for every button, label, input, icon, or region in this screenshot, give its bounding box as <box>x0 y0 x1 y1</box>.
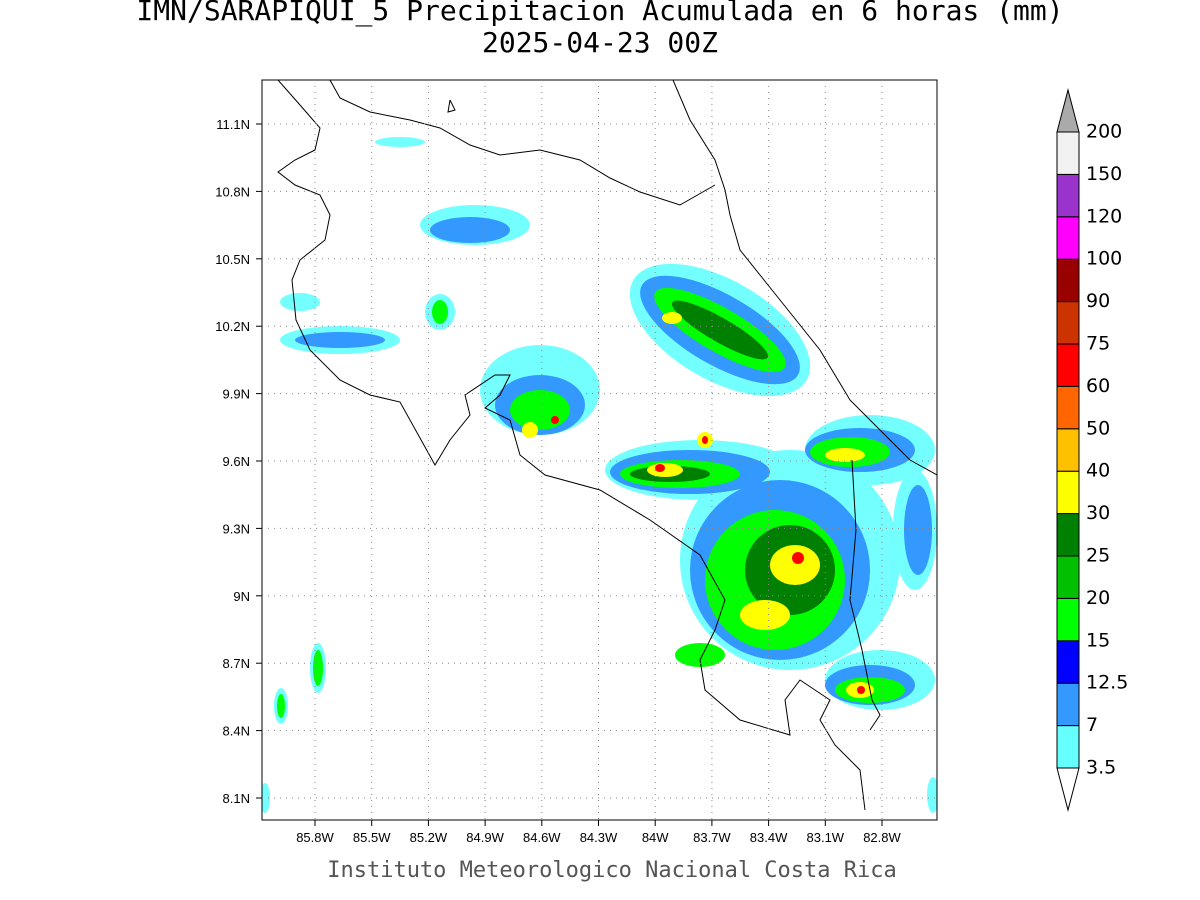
colorbar-bin <box>1056 428 1080 472</box>
precipitation-field <box>262 137 937 813</box>
colorbar-label: 90 <box>1086 290 1110 312</box>
colorbar-label: 30 <box>1086 502 1110 524</box>
lat-label: 9.9N <box>223 387 250 402</box>
lat-label: 10.8N <box>215 184 250 199</box>
colorbar-bin <box>1056 385 1080 430</box>
colorbar-label: 7 <box>1086 714 1098 736</box>
title: IMN/SARAPIQUI_5 Precipitacion Acumulada … <box>136 0 1063 28</box>
colorbar-bin <box>1056 470 1080 515</box>
colorbar-bin <box>1056 682 1080 727</box>
colorbar-bin <box>1056 513 1080 557</box>
colorbar-bin <box>1056 640 1080 684</box>
colorbar-label: 50 <box>1086 417 1110 439</box>
lat-label: 8.7N <box>223 656 250 671</box>
colorbar-label: 3.5 <box>1086 757 1116 779</box>
colorbar-over <box>1056 88 1080 133</box>
colorbar-bin <box>1056 258 1080 303</box>
colorbar-label: 15 <box>1086 629 1110 651</box>
lat-label: 9N <box>233 589 250 604</box>
colorbar-label: 75 <box>1086 333 1110 355</box>
colorbar-bin <box>1056 343 1080 387</box>
colorbar-bin <box>1056 555 1080 599</box>
colorbar-under <box>1056 767 1080 812</box>
lon-label: 83.7W <box>693 830 731 845</box>
colorbar-bin <box>1056 131 1080 175</box>
colorbar-label: 100 <box>1086 248 1122 270</box>
lon-label: 85.5W <box>353 830 391 845</box>
colorbar-label: 150 <box>1086 163 1122 185</box>
colorbar-bin <box>1056 301 1080 345</box>
lon-label: 84.6W <box>523 830 561 845</box>
colorbar-label: 120 <box>1086 205 1122 227</box>
lat-label: 10.2N <box>215 319 250 334</box>
colorbar-label: 12.5 <box>1086 672 1128 694</box>
lon-label: 85.2W <box>410 830 448 845</box>
footer: Instituto Meteorologico Nacional Costa R… <box>327 858 897 883</box>
colorbar-bin <box>1056 216 1080 260</box>
colorbar-bin <box>1056 725 1080 769</box>
lon-label: 84.3W <box>580 830 618 845</box>
lat-label: 11.1N <box>216 117 250 132</box>
colorbar-label: 200 <box>1086 121 1122 143</box>
coastlines <box>277 80 937 811</box>
lon-label: 83.1W <box>807 830 845 845</box>
lon-label: 83.4W <box>750 830 788 845</box>
lon-label: 85.8W <box>296 830 334 845</box>
lat-label: 8.4N <box>223 724 250 739</box>
colorbar-bin <box>1056 597 1080 642</box>
colorbar-label: 60 <box>1086 375 1110 397</box>
lon-label: 84.9W <box>466 830 504 845</box>
lon-label: 82.8W <box>863 830 901 845</box>
colorbar-label: 25 <box>1086 545 1110 567</box>
lat-label: 9.3N <box>223 521 250 536</box>
colorbar-label: 40 <box>1086 460 1110 482</box>
lat-label: 9.6N <box>223 454 250 469</box>
map-frame <box>261 79 938 821</box>
lat-label: 10.5N <box>215 252 250 267</box>
lon-label: 84W <box>642 830 669 845</box>
lat-label: 8.1N <box>223 791 250 806</box>
subtitle: 2025-04-23 00Z <box>482 26 718 59</box>
colorbar-bin <box>1056 173 1080 218</box>
colorbar-label: 20 <box>1086 587 1110 609</box>
